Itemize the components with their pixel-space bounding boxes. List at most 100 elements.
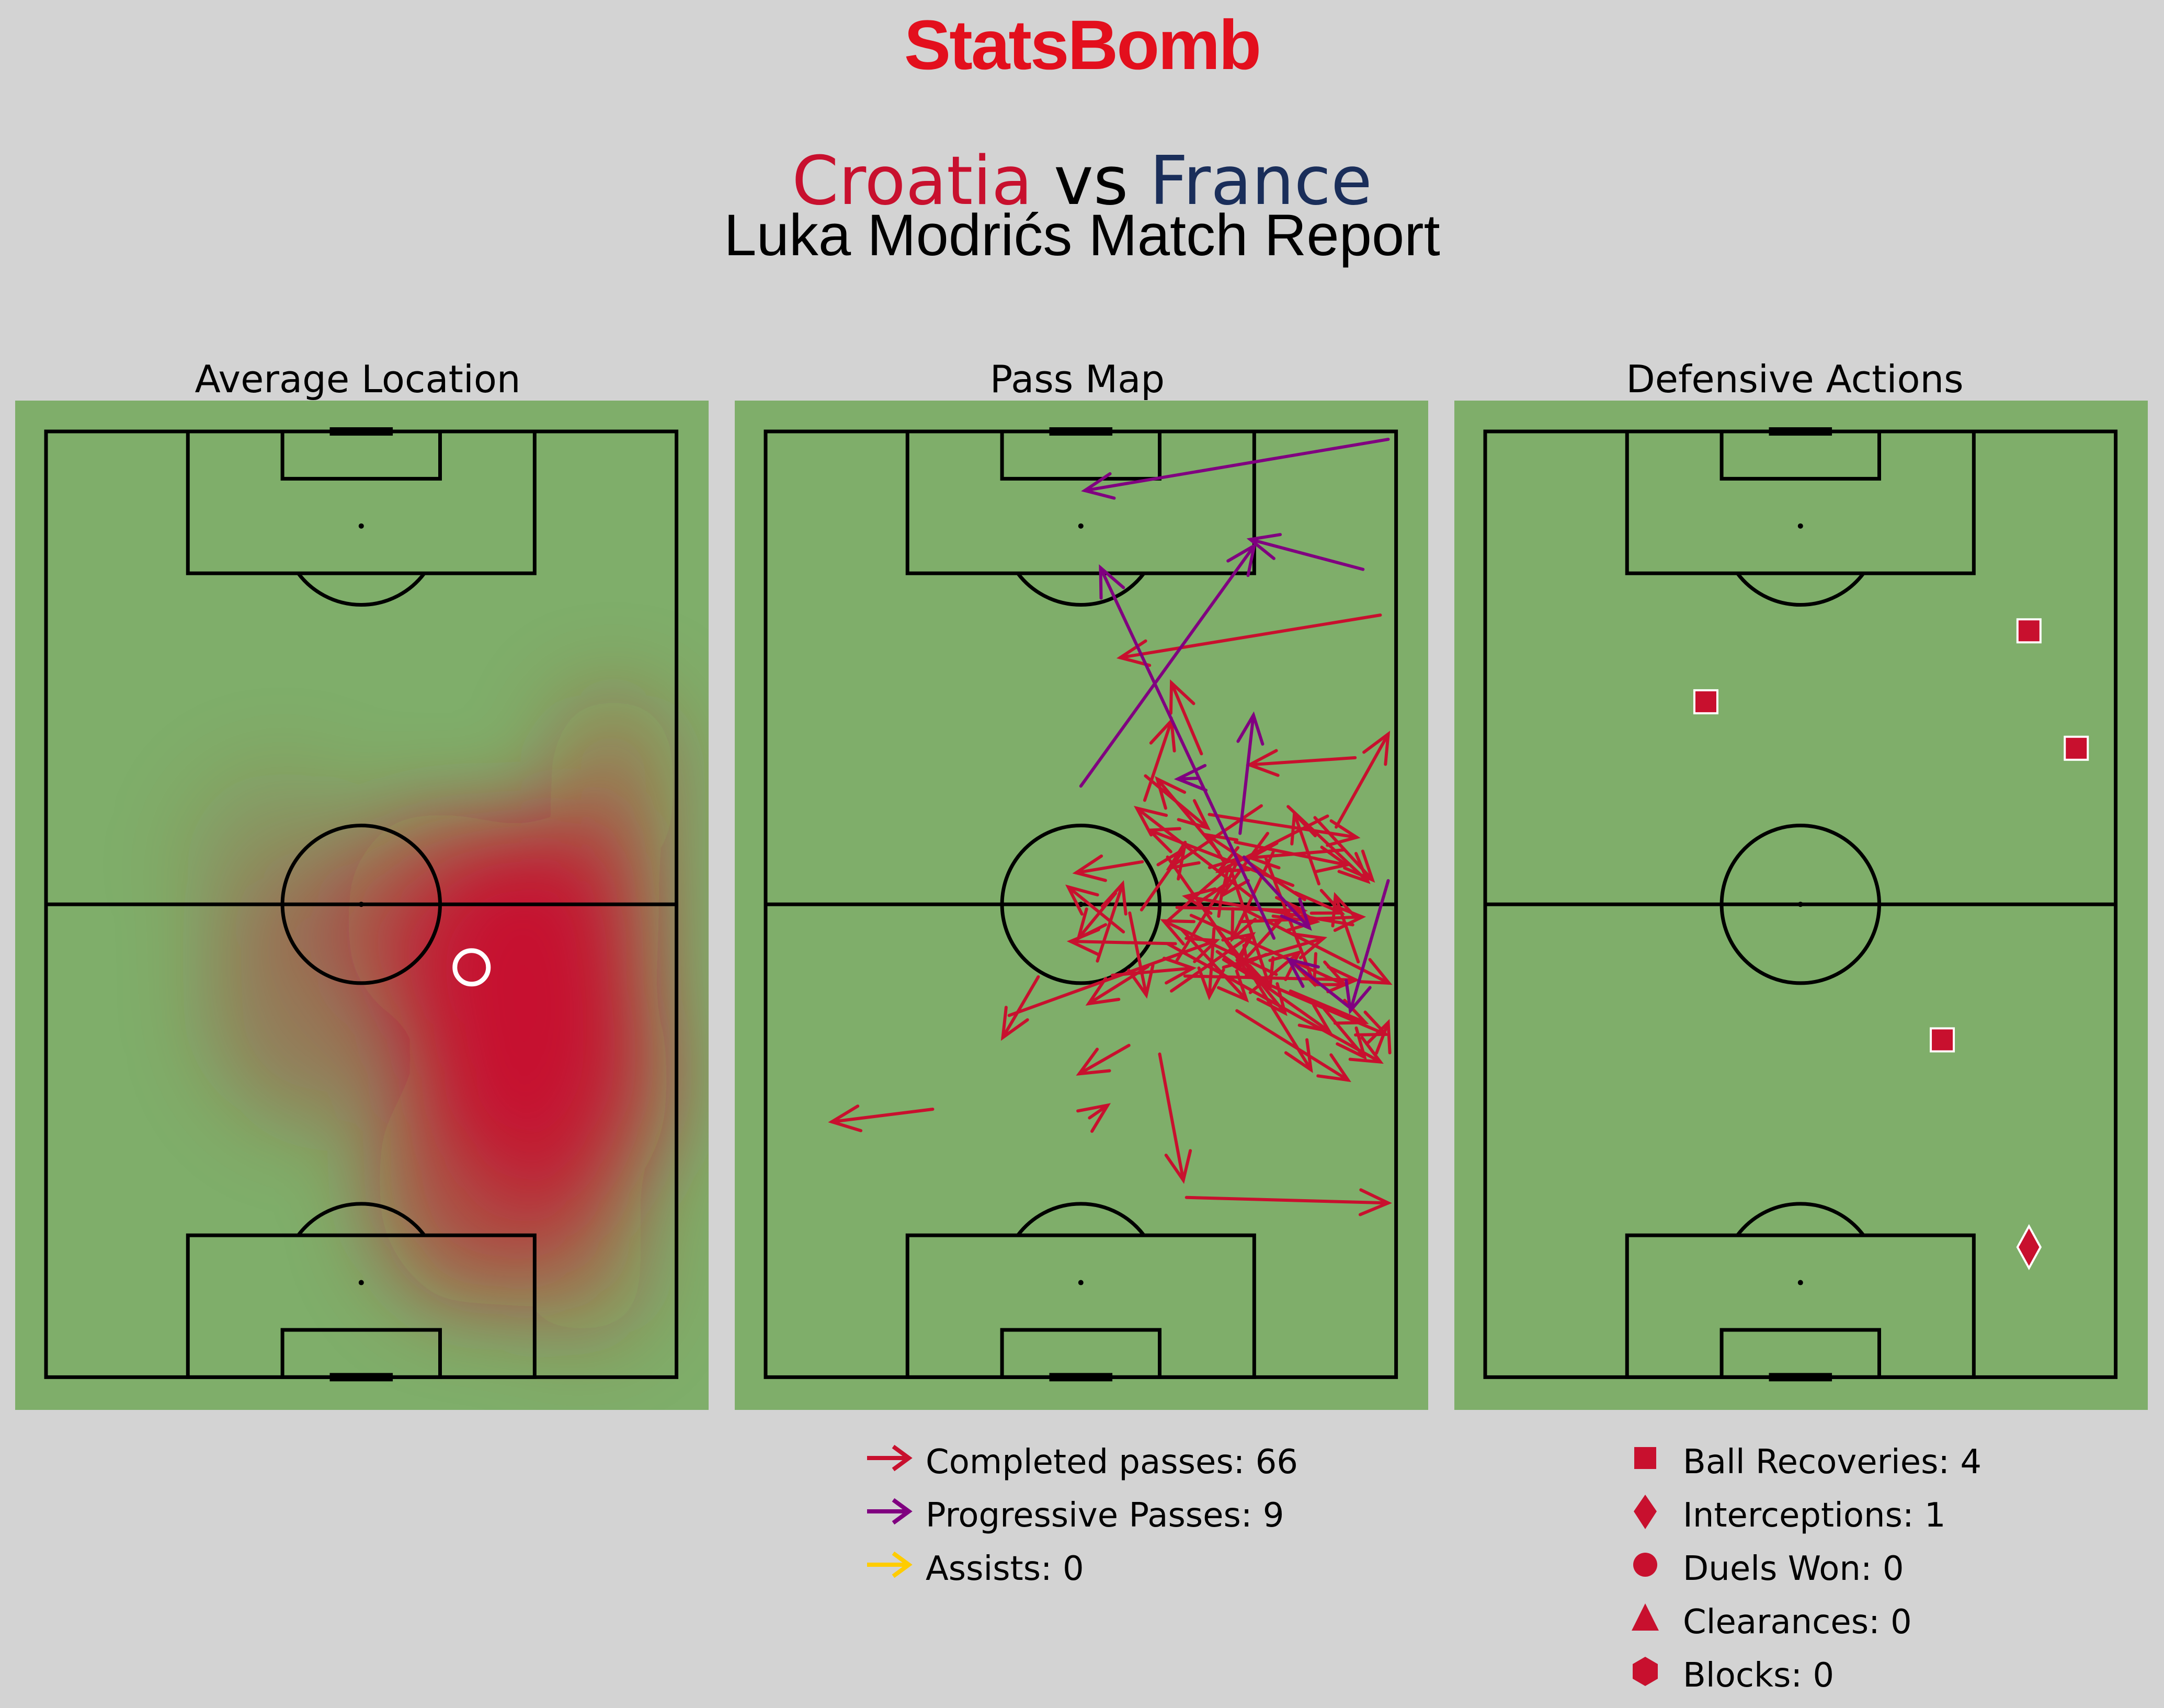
defensive-markers-layer	[1693, 618, 2089, 1270]
completed-pass-arrow	[1140, 846, 1187, 912]
completed-pass-arrow	[1000, 975, 1040, 1041]
legend-label: Progressive Passes: 9	[926, 1496, 1284, 1535]
average-location-layer	[452, 948, 491, 987]
completed-pass-arrow	[1175, 883, 1225, 962]
legend-label: Clearances: 0	[1683, 1603, 1912, 1642]
legend-label: Duels Won: 0	[1683, 1550, 1904, 1588]
legend-label: Completed passes: 66	[926, 1443, 1298, 1482]
ball-recovery-marker	[1930, 1027, 1955, 1053]
progressive-pass-arrow	[1242, 855, 1312, 931]
legend-label: Ball Recoveries: 4	[1683, 1443, 1982, 1482]
completed-pass-arrow	[1158, 1052, 1192, 1184]
completed-pass-arrow	[1293, 889, 1346, 915]
penalty-spot-top	[358, 523, 364, 529]
defensive-legend: Ball Recoveries: 4 Interceptions: 1 Duel…	[1620, 1437, 2091, 1704]
progressive-pass-arrow	[1174, 764, 1208, 792]
completed-pass-arrow	[1146, 827, 1295, 887]
completed-pass-arrow	[1085, 965, 1149, 1006]
pitch-lines	[1483, 427, 2118, 1382]
hexagon-icon	[1633, 1657, 1658, 1686]
diamond-icon	[1634, 1495, 1657, 1529]
pitch-lines	[44, 427, 679, 1382]
penalty-arc-bottom	[297, 1202, 426, 1237]
assist-arrow-icon	[867, 1551, 913, 1578]
penalty-arc-bottom	[1016, 1202, 1146, 1237]
progressive-pass-arrow	[1345, 879, 1390, 1015]
pass-map-pitch	[735, 401, 1428, 1410]
pitch-lines	[764, 427, 1398, 1382]
heat-blob	[519, 1180, 645, 1338]
pass-legend: Completed passes: 66 Progressive Passes:…	[863, 1437, 1334, 1604]
defensive-actions-title: Defensive Actions	[1626, 357, 1964, 401]
square-icon	[1634, 1447, 1656, 1469]
penalty-spot-bottom	[1078, 1280, 1084, 1285]
triangle-icon	[1632, 1603, 1659, 1631]
progressive-pass-arrow	[1079, 542, 1257, 788]
interception-marker	[2016, 1224, 2042, 1270]
penalty-arc-bottom	[1736, 1202, 1865, 1237]
penalty-spot-top	[1078, 523, 1084, 529]
centre-spot	[358, 902, 364, 907]
away-team-name: France	[1149, 142, 1372, 220]
vs-label: vs	[1054, 142, 1129, 220]
progressive-pass-arrow	[1081, 438, 1390, 500]
penalty-spot-bottom	[1797, 1280, 1803, 1285]
completed-pass-arrow	[828, 1104, 935, 1133]
legend-label: Blocks: 0	[1683, 1656, 1835, 1695]
heatmap-layer	[188, 691, 677, 1338]
centre-circle	[1000, 824, 1161, 985]
avg-location-title: Average Location	[195, 357, 521, 401]
defensive-actions-pitch	[1454, 401, 2148, 1410]
penalty-arc-top	[297, 572, 426, 607]
centre-circle	[280, 824, 442, 985]
penalty-spot-bottom	[358, 1280, 364, 1285]
completed-pass-arrow	[1245, 749, 1357, 777]
completed-pass-arrow	[1290, 810, 1320, 886]
heat-blob	[550, 691, 677, 881]
ball-recovery-marker	[1693, 689, 1718, 714]
legend-label: Interceptions: 1	[1683, 1496, 1946, 1535]
completed-arrow-icon	[867, 1444, 913, 1472]
progressive-pass-arrow	[1246, 533, 1365, 571]
ball-recovery-marker	[2064, 735, 2089, 761]
report-subtitle: Luka Modrićs Match Report	[724, 202, 1440, 268]
completed-pass-arrow	[1065, 884, 1125, 933]
completed-pass-arrow	[1166, 942, 1384, 1064]
completed-pass-arrow	[1076, 1103, 1111, 1133]
match-title: Croatia vs France	[0, 142, 2164, 220]
circle-icon	[1633, 1553, 1657, 1577]
pass-map-title: Pass Map	[989, 357, 1165, 401]
completed-pass-arrow	[1180, 928, 1249, 1003]
completed-pass-arrow	[1208, 813, 1361, 847]
completed-pass-arrow	[1235, 1009, 1351, 1083]
completed-pass-arrow	[1072, 854, 1144, 882]
completed-pass-arrow	[1127, 911, 1155, 999]
heat-blob	[188, 770, 377, 960]
completed-pass-arrow	[1323, 1007, 1368, 1061]
completed-pass-arrow	[1144, 774, 1211, 830]
completed-pass-arrow	[1365, 1019, 1392, 1055]
centre-spot	[1797, 902, 1803, 907]
pass-arrows-layer	[828, 438, 1393, 1216]
penalty-spot-top	[1797, 523, 1803, 529]
completed-pass-arrow	[1066, 928, 1177, 956]
progressive-pass-arrow	[1236, 711, 1265, 835]
completed-pass-arrow	[1184, 1188, 1392, 1216]
average-location-pitch	[15, 401, 709, 1410]
centre-circle	[1719, 824, 1881, 985]
centre-spot	[1078, 902, 1084, 907]
penalty-arc-top	[1016, 572, 1146, 607]
completed-pass-arrow	[1183, 965, 1360, 994]
ball-recovery-marker	[2016, 618, 2042, 644]
completed-pass-arrow	[1335, 731, 1391, 829]
legend-label: Assists: 0	[926, 1550, 1084, 1588]
completed-pass-arrow	[1076, 1043, 1131, 1076]
average-location-marker	[452, 948, 491, 987]
completed-pass-arrow	[1170, 932, 1256, 993]
completed-pass-arrow	[1165, 856, 1242, 924]
completed-pass-arrow	[1222, 932, 1328, 969]
completed-pass-arrow	[1160, 919, 1278, 976]
completed-pass-arrow	[1169, 679, 1203, 756]
completed-pass-arrow	[1248, 969, 1313, 1073]
completed-pass-arrow	[1246, 841, 1345, 870]
